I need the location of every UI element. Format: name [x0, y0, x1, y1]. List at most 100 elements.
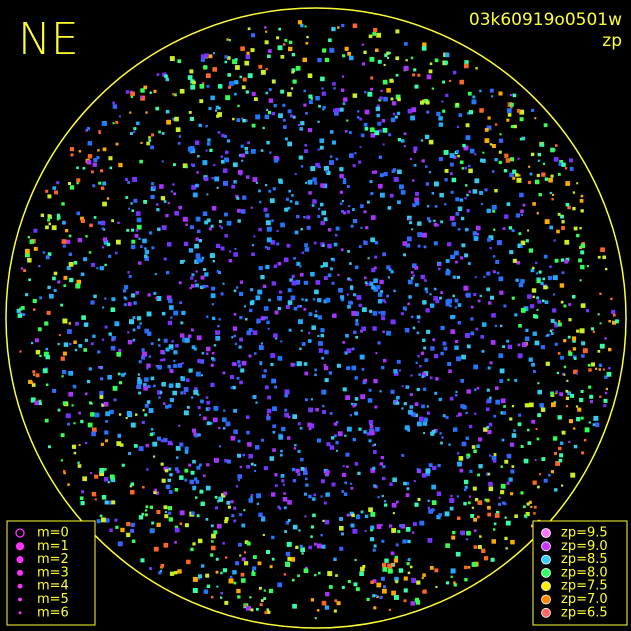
magnitude-marker: [16, 556, 24, 564]
star: [167, 242, 172, 247]
star: [127, 181, 130, 184]
star: [187, 75, 193, 80]
star: [148, 408, 154, 413]
star: [459, 160, 464, 165]
star: [84, 441, 88, 445]
star: [417, 73, 421, 77]
star: [528, 357, 533, 362]
star: [163, 437, 168, 443]
star: [423, 245, 427, 249]
star: [192, 192, 198, 198]
star: [272, 187, 276, 191]
star: [440, 220, 444, 224]
star: [173, 93, 177, 97]
star: [182, 216, 188, 222]
star: [317, 438, 322, 443]
star: [310, 166, 316, 172]
star: [433, 219, 436, 223]
star: [410, 56, 414, 60]
star: [570, 393, 575, 398]
star: [604, 375, 608, 379]
star: [459, 198, 464, 202]
star: [105, 518, 110, 523]
star: [551, 402, 556, 408]
star: [434, 181, 439, 187]
star: [78, 343, 83, 348]
star: [93, 294, 97, 299]
star: [304, 515, 307, 518]
star: [116, 239, 121, 245]
star: [63, 470, 66, 473]
star: [573, 444, 578, 449]
star: [196, 335, 202, 341]
star: [491, 170, 495, 173]
star: [273, 264, 278, 268]
star: [442, 414, 446, 418]
star: [422, 300, 427, 305]
star: [312, 177, 317, 182]
star: [367, 91, 373, 97]
star: [149, 91, 152, 94]
star: [502, 411, 506, 415]
star: [264, 26, 267, 29]
star: [219, 220, 223, 224]
star: [182, 163, 188, 169]
star: [398, 568, 404, 573]
star: [304, 247, 310, 252]
star: [102, 237, 107, 242]
star: [449, 153, 455, 158]
star: [317, 148, 320, 151]
star: [175, 127, 181, 132]
star: [437, 224, 440, 227]
star: [414, 402, 419, 406]
star: [210, 293, 216, 299]
star: [121, 373, 125, 377]
star: [324, 57, 330, 63]
star: [211, 357, 214, 360]
star: [238, 542, 242, 547]
star: [320, 328, 325, 333]
star: [321, 210, 326, 216]
star: [226, 139, 230, 143]
star: [191, 328, 194, 332]
star: [382, 330, 385, 334]
star: [358, 427, 362, 431]
star: [461, 243, 466, 248]
star: [424, 134, 430, 140]
star: [242, 195, 247, 200]
star: [610, 297, 613, 300]
star: [410, 277, 414, 280]
star: [529, 172, 533, 176]
star: [390, 551, 395, 556]
star: [427, 538, 433, 543]
star: [556, 229, 560, 234]
star: [561, 162, 566, 167]
star: [472, 486, 477, 491]
star: [379, 96, 383, 100]
star: [99, 468, 105, 473]
star: [265, 184, 268, 187]
star: [552, 308, 557, 313]
star: [445, 543, 450, 548]
star: [439, 296, 442, 300]
star: [137, 379, 143, 385]
star: [211, 303, 214, 306]
star: [136, 121, 140, 125]
star: [194, 243, 199, 249]
star: [144, 509, 148, 512]
star: [505, 520, 511, 526]
star: [282, 118, 286, 122]
star: [537, 159, 540, 162]
zp-label: zp=9.0: [561, 539, 608, 554]
star: [225, 150, 229, 155]
star: [38, 401, 42, 405]
star: [238, 153, 242, 157]
star: [487, 512, 492, 517]
star: [588, 421, 591, 424]
star: [104, 325, 108, 329]
star: [104, 263, 107, 267]
star: [117, 221, 120, 224]
star: [288, 189, 291, 193]
star: [308, 339, 312, 343]
